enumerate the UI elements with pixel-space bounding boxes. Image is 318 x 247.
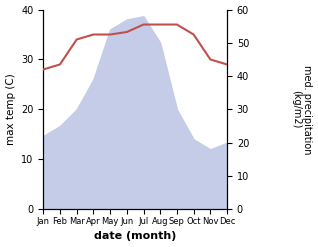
X-axis label: date (month): date (month) [94,231,176,242]
Y-axis label: med. precipitation
(kg/m2): med. precipitation (kg/m2) [291,65,313,154]
Y-axis label: max temp (C): max temp (C) [5,74,16,145]
